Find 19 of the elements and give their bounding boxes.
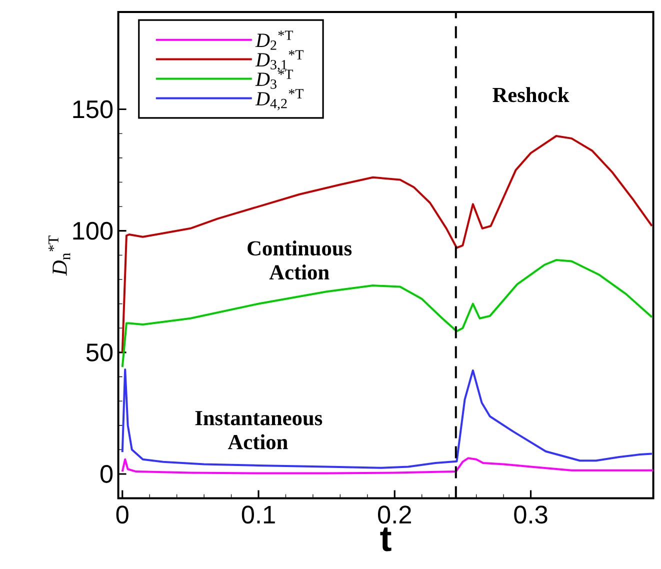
- legend-label: D$_{2}$*T: [255, 30, 293, 50]
- annotation: Reshock: [492, 87, 570, 102]
- legend-label: D$_{3}$*T: [255, 70, 293, 89]
- x-tick-label: 0.1: [242, 506, 275, 524]
- annotation: Continuous Action: [248, 240, 352, 280]
- x-tick-label: 0.3: [514, 506, 548, 524]
- y-axis-title: D$_{n}$*T: [48, 236, 70, 276]
- line-series: [121, 135, 653, 354]
- y-tick-label: 0: [100, 465, 113, 483]
- legend-label: D$_{4,2}$*T: [255, 89, 304, 110]
- y-tick-label: 100: [73, 222, 113, 240]
- y-tick-label: 50: [86, 343, 113, 362]
- annotation: Instantaneous Action: [195, 411, 322, 450]
- x-tick-label: 0: [116, 506, 128, 524]
- y-tick-label: 150: [73, 100, 113, 118]
- x-axis-title: t: [380, 527, 392, 552]
- line-series: [121, 368, 653, 469]
- line-series: [121, 259, 653, 368]
- x-tick-label: 0.2: [378, 506, 411, 524]
